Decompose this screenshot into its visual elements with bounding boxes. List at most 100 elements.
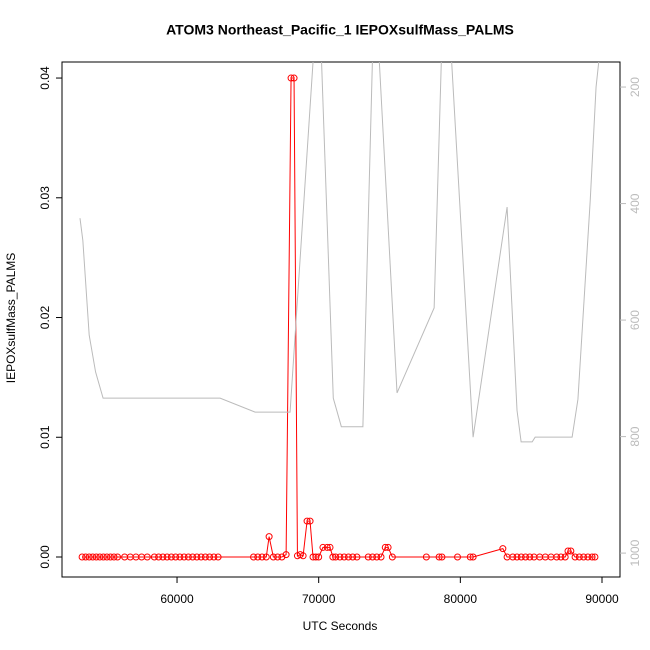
x-axis-label: UTC Seconds <box>303 619 378 633</box>
data-point <box>557 553 565 561</box>
data-point <box>571 553 579 561</box>
data-point <box>155 553 163 561</box>
data-point <box>172 553 180 561</box>
data-point <box>106 553 114 561</box>
x-tick-label: 60000 <box>160 592 194 606</box>
data-point <box>274 553 282 561</box>
y-axis-label: IEPOXsulfMass_PALMS <box>4 253 18 384</box>
data-point <box>290 74 298 82</box>
data-point <box>332 553 340 561</box>
data-point <box>315 553 323 561</box>
series-line <box>82 77 595 558</box>
data-point <box>588 553 596 561</box>
data-point <box>435 553 443 561</box>
y-tick-label: 0.04 <box>38 66 52 90</box>
data-point <box>82 553 90 561</box>
y2-tick-label: 200 <box>628 77 642 97</box>
data-point <box>214 553 222 561</box>
data-point <box>206 553 214 561</box>
data-point <box>282 551 290 559</box>
data-point <box>312 553 320 561</box>
data-point <box>584 553 592 561</box>
data-point <box>564 547 572 555</box>
data-point <box>422 553 430 561</box>
data-point <box>197 553 205 561</box>
series-line <box>79 62 600 443</box>
data-point <box>143 553 151 561</box>
data-point <box>150 553 158 561</box>
data-point <box>89 553 97 561</box>
data-point <box>210 553 218 561</box>
y-tick-label: 0.01 <box>38 425 52 449</box>
data-point <box>349 553 357 561</box>
data-point <box>159 553 167 561</box>
y2-tick-label: 800 <box>628 426 642 446</box>
data-point <box>85 553 93 561</box>
data-point <box>384 543 392 551</box>
data-point <box>340 553 348 561</box>
data-point <box>110 553 118 561</box>
data-point <box>103 553 111 561</box>
data-point <box>373 553 381 561</box>
data-point <box>319 543 327 551</box>
data-point <box>326 543 334 551</box>
data-point <box>381 543 389 551</box>
data-point <box>92 553 100 561</box>
data-point <box>517 553 525 561</box>
data-point <box>287 74 295 82</box>
data-point <box>454 553 462 561</box>
y-tick-label: 0.00 <box>38 545 52 569</box>
data-point <box>180 553 188 561</box>
x-tick-label: 90000 <box>585 592 619 606</box>
data-point <box>303 517 311 525</box>
data-point <box>580 553 588 561</box>
data-point <box>377 553 385 561</box>
data-point <box>114 553 122 561</box>
plot-area <box>78 62 600 561</box>
data-point <box>99 553 107 561</box>
data-point <box>388 553 396 561</box>
y2-tick-label: 600 <box>628 310 642 330</box>
y2-tick-label: 400 <box>628 193 642 213</box>
data-point <box>567 547 575 555</box>
data-point <box>323 543 331 551</box>
data-point <box>258 553 266 561</box>
y-tick-label: 0.03 <box>38 186 52 210</box>
x-tick-label: 70000 <box>302 592 336 606</box>
data-point <box>250 553 258 561</box>
y-tick-label: 0.02 <box>38 306 52 330</box>
data-point <box>336 553 344 561</box>
data-point <box>262 553 270 561</box>
data-point <box>329 553 337 561</box>
data-point <box>553 553 561 561</box>
data-point <box>299 552 307 560</box>
data-point <box>509 553 517 561</box>
data-point <box>526 553 534 561</box>
data-point <box>201 553 209 561</box>
data-point <box>353 553 361 561</box>
data-point <box>344 553 352 561</box>
data-point <box>269 553 277 561</box>
data-point <box>364 553 372 561</box>
chart-title: ATOM3 Northeast_Pacific_1 IEPOXsulfMass_… <box>166 22 514 38</box>
data-point <box>306 517 314 525</box>
data-point <box>193 553 201 561</box>
data-point <box>78 553 86 561</box>
data-point <box>189 553 197 561</box>
y2-tick-label: 1000 <box>628 539 642 566</box>
data-point <box>591 553 599 561</box>
data-point <box>561 553 569 561</box>
data-point <box>438 553 446 561</box>
data-point <box>575 553 583 561</box>
data-point <box>167 553 175 561</box>
data-point <box>96 553 104 561</box>
data-point <box>163 553 171 561</box>
data-point <box>469 553 477 561</box>
data-point <box>513 553 521 561</box>
data-point <box>176 553 184 561</box>
data-point <box>522 553 530 561</box>
x-tick-label: 80000 <box>444 592 478 606</box>
data-point <box>184 553 192 561</box>
data-point <box>265 533 273 541</box>
